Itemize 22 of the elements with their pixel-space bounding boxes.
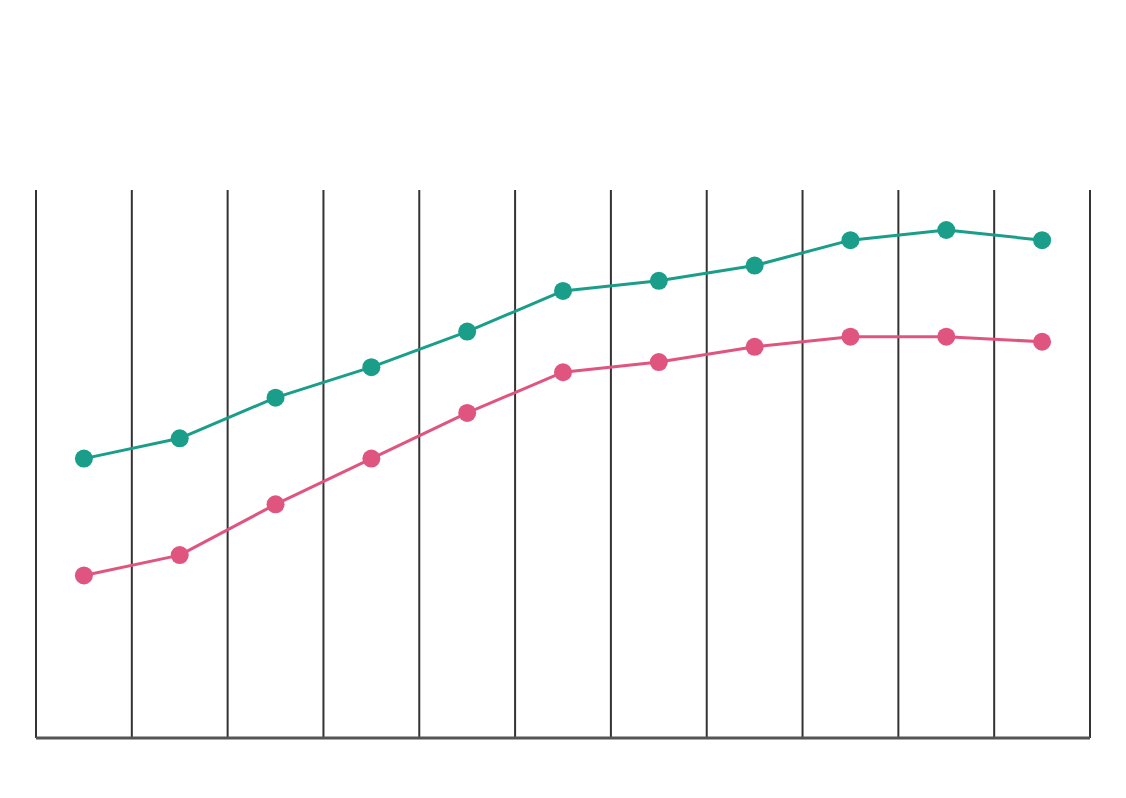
point	[74, 449, 93, 468]
point	[937, 327, 956, 346]
point	[649, 353, 668, 372]
point	[362, 358, 381, 377]
point	[937, 221, 956, 239]
point	[1033, 231, 1052, 250]
point	[362, 449, 381, 468]
point	[458, 322, 477, 341]
point	[745, 256, 764, 275]
point	[649, 271, 668, 290]
point	[554, 281, 572, 300]
point	[170, 546, 189, 565]
point	[1033, 332, 1052, 351]
point	[554, 363, 572, 382]
point	[266, 388, 285, 407]
point	[841, 327, 860, 346]
point	[458, 403, 477, 422]
point	[170, 429, 189, 448]
point	[266, 495, 285, 514]
point	[74, 566, 93, 585]
point	[841, 231, 860, 250]
point	[745, 337, 764, 356]
